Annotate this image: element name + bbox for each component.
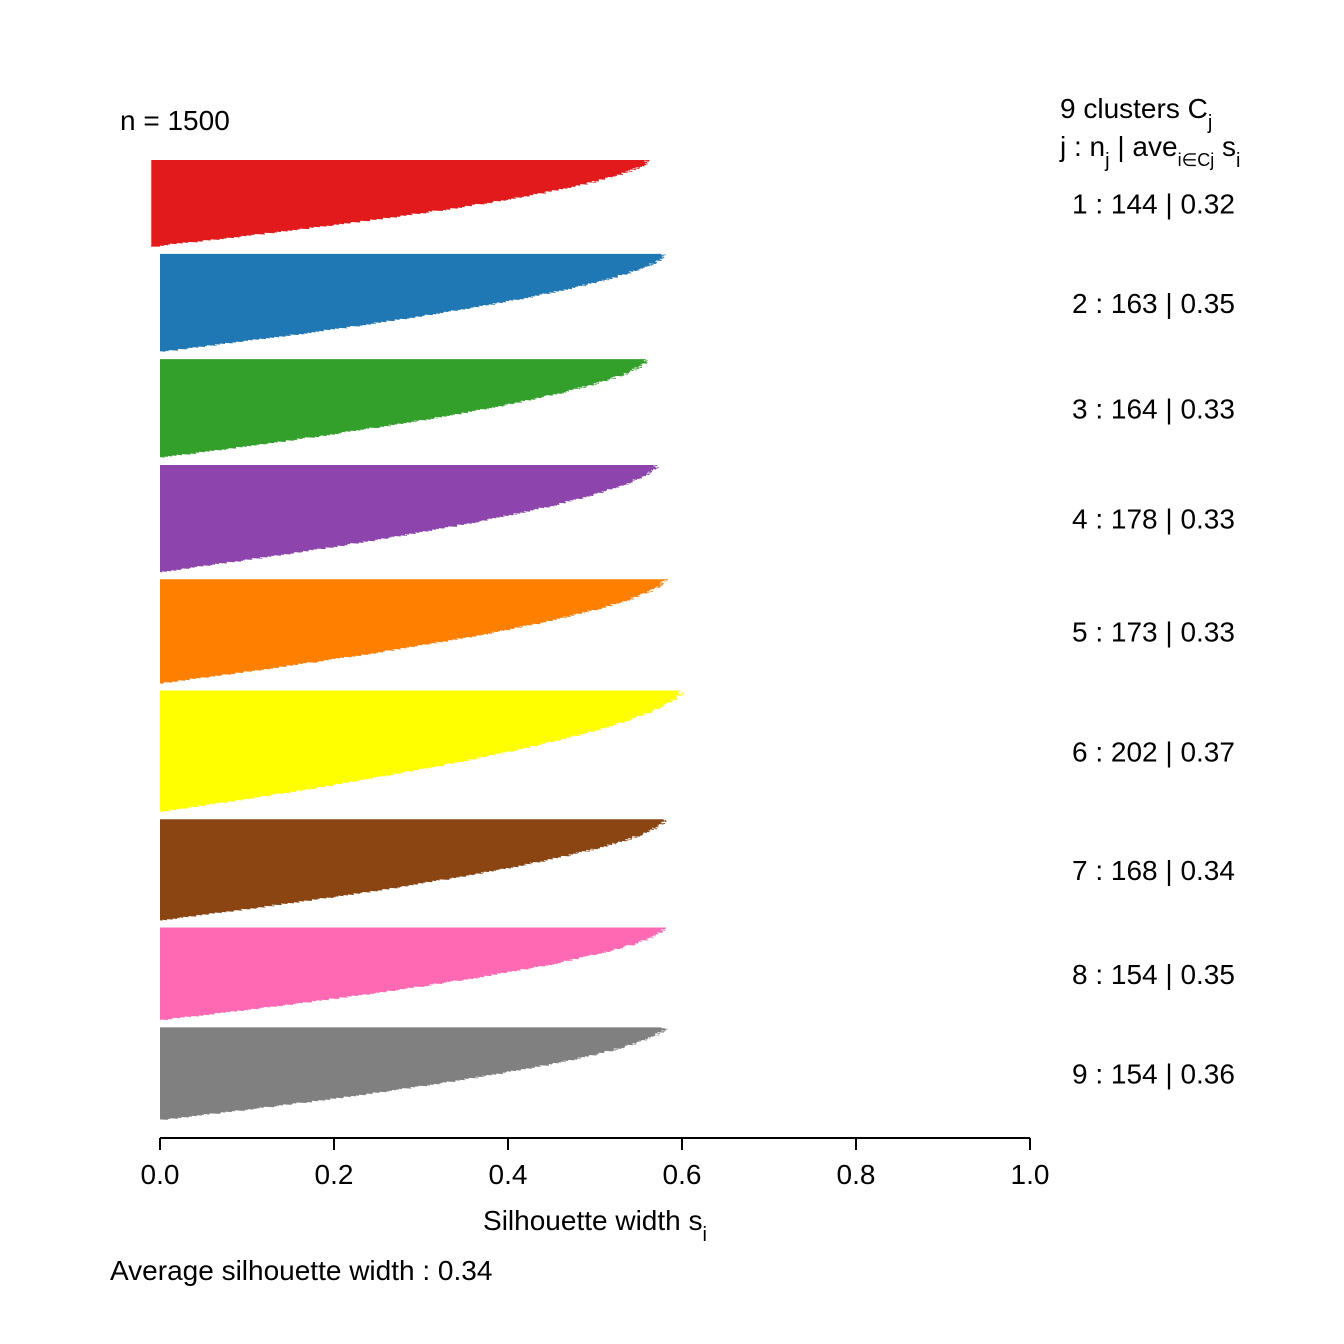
cluster-label-1: 1 : 144 | 0.32 (1072, 188, 1235, 219)
x-tick-label: 0.6 (663, 1159, 702, 1190)
x-tick-label: 0.0 (141, 1159, 180, 1190)
cluster-label-5: 5 : 173 | 0.33 (1072, 616, 1235, 647)
cluster-label-6: 6 : 202 | 0.37 (1072, 736, 1235, 767)
silhouette-plot: 0.00.20.40.60.81.0Silhouette width sin =… (0, 0, 1344, 1344)
cluster-label-3: 3 : 164 | 0.33 (1072, 393, 1235, 424)
n-total-label: n = 1500 (120, 105, 230, 136)
cluster-label-8: 8 : 154 | 0.35 (1072, 959, 1235, 990)
x-tick-label: 0.8 (837, 1159, 876, 1190)
x-tick-label: 0.4 (489, 1159, 528, 1190)
cluster-label-4: 4 : 178 | 0.33 (1072, 503, 1235, 534)
cluster-label-2: 2 : 163 | 0.35 (1072, 288, 1235, 319)
cluster-label-7: 7 : 168 | 0.34 (1072, 855, 1235, 886)
x-tick-label: 0.2 (315, 1159, 354, 1190)
x-tick-label: 1.0 (1011, 1159, 1050, 1190)
cluster-label-9: 9 : 154 | 0.36 (1072, 1059, 1235, 1090)
average-silhouette-label: Average silhouette width : 0.34 (110, 1255, 492, 1286)
